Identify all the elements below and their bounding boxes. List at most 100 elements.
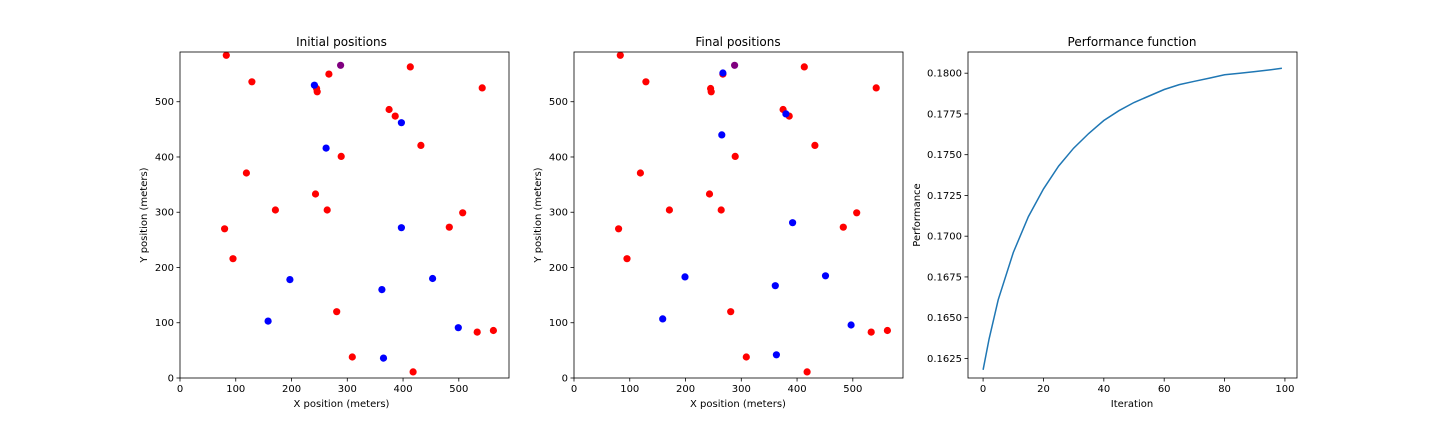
data-point xyxy=(839,223,847,231)
data-point xyxy=(771,282,779,290)
x-tick-label: 400 xyxy=(394,384,413,395)
data-point xyxy=(681,273,689,281)
y-tick-label: 0.1650 xyxy=(927,313,962,324)
data-point xyxy=(406,63,414,71)
data-point xyxy=(391,112,399,120)
data-point xyxy=(337,61,345,69)
data-point xyxy=(473,328,481,336)
axes-frame xyxy=(573,51,904,379)
data-point xyxy=(659,315,667,323)
axes-frame xyxy=(179,51,510,379)
data-marks xyxy=(615,51,892,376)
data-point xyxy=(821,272,830,280)
data-point xyxy=(229,255,237,263)
x-tick-label: 100 xyxy=(226,384,245,395)
y-tick-label: 0 xyxy=(562,374,568,385)
data-point xyxy=(322,144,330,152)
chart-title: Final positions xyxy=(695,35,780,49)
data-point xyxy=(707,88,715,96)
data-point xyxy=(333,308,341,316)
data-point xyxy=(867,328,875,336)
x-tick-label: 400 xyxy=(788,384,807,395)
data-point xyxy=(417,141,425,149)
initial-positions-plot: Initial positions X position (meters) Y … xyxy=(139,35,510,410)
data-point xyxy=(800,63,808,71)
y-axis-label: Y position (meters) xyxy=(533,167,544,263)
x-tick-label: 0 xyxy=(571,384,577,395)
data-point xyxy=(623,255,631,263)
data-point xyxy=(378,286,386,294)
data-point xyxy=(731,61,739,69)
y-tick-label: 200 xyxy=(155,263,174,274)
data-point xyxy=(718,131,726,139)
data-point xyxy=(883,326,892,335)
data-point xyxy=(717,206,725,214)
x-tick-label: 300 xyxy=(732,384,751,395)
y-tick-label: 100 xyxy=(549,318,568,329)
data-point xyxy=(397,224,405,232)
chart-title: Initial positions xyxy=(296,35,387,49)
x-tick-label: 500 xyxy=(843,384,862,395)
data-point xyxy=(847,321,855,329)
y-axis-label: Performance xyxy=(912,183,923,246)
data-point xyxy=(397,119,405,127)
data-point xyxy=(489,326,497,335)
data-point xyxy=(221,225,229,233)
y-tick-label: 400 xyxy=(549,152,568,163)
data-point xyxy=(248,78,256,86)
data-point xyxy=(409,368,417,376)
data-point xyxy=(782,110,790,118)
x-tick-label: 0 xyxy=(980,384,986,395)
x-axis-label: X position (meters) xyxy=(294,399,390,410)
data-point xyxy=(311,190,320,198)
y-tick-label: 0.1775 xyxy=(927,109,962,120)
data-point xyxy=(348,353,356,361)
x-tick-label: 20 xyxy=(1037,384,1050,395)
final-positions-plot: Final positions X position (meters) Y po… xyxy=(533,35,904,410)
data-point xyxy=(310,81,318,89)
data-point xyxy=(772,351,781,359)
data-point xyxy=(719,69,727,77)
x-axis-label: X position (meters) xyxy=(690,399,786,410)
data-point xyxy=(313,88,321,96)
data-point xyxy=(811,141,819,149)
data-point xyxy=(325,70,333,78)
data-point xyxy=(642,78,650,86)
x-tick-label: 40 xyxy=(1097,384,1110,395)
x-tick-label: 500 xyxy=(449,384,468,395)
data-point xyxy=(385,105,393,114)
data-point xyxy=(727,308,735,316)
data-point xyxy=(271,206,279,214)
y-tick-label: 500 xyxy=(155,97,174,108)
x-tick-label: 200 xyxy=(676,384,695,395)
y-tick-label: 0.1725 xyxy=(927,191,962,202)
data-point xyxy=(636,169,645,177)
data-point xyxy=(264,317,272,325)
y-tick-label: 0.1800 xyxy=(927,69,962,80)
y-tick-label: 0 xyxy=(168,374,174,385)
y-tick-label: 200 xyxy=(549,263,568,274)
data-marks xyxy=(982,67,1282,370)
data-point xyxy=(242,169,250,177)
data-point xyxy=(222,51,230,59)
data-point xyxy=(459,209,467,217)
data-point xyxy=(379,354,388,362)
x-tick-label: 300 xyxy=(338,384,357,395)
data-point xyxy=(731,152,739,160)
x-tick-label: 100 xyxy=(1275,384,1294,395)
y-tick-label: 100 xyxy=(155,318,174,329)
y-tick-label: 500 xyxy=(549,97,568,108)
y-tick-label: 400 xyxy=(155,152,174,163)
data-point xyxy=(454,324,462,332)
data-point xyxy=(803,368,811,376)
y-tick-label: 0.1750 xyxy=(927,150,962,161)
data-point xyxy=(337,152,345,160)
x-tick-label: 0 xyxy=(177,384,183,395)
performance-function-plot: Performance function Iteration Performan… xyxy=(912,35,1298,410)
series-line xyxy=(982,67,1282,370)
data-marks xyxy=(221,51,497,376)
y-tick-label: 0.1625 xyxy=(927,354,962,365)
data-point xyxy=(742,353,750,361)
data-point xyxy=(286,276,294,284)
x-tick-label: 80 xyxy=(1218,384,1231,395)
